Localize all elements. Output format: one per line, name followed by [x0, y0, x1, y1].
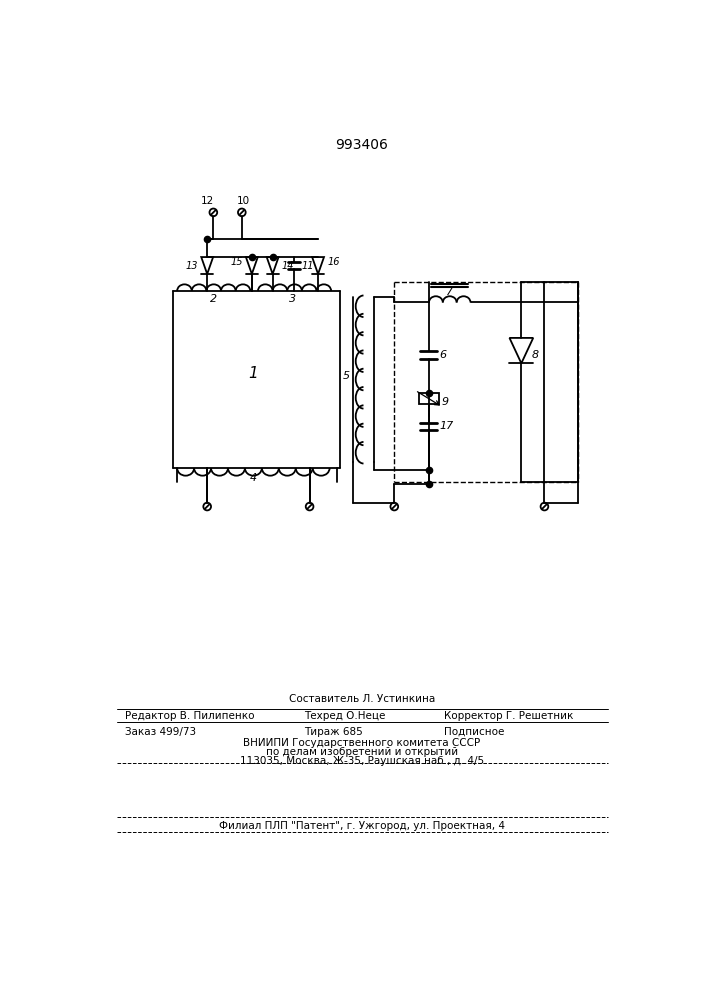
Text: Техред О.Неце: Техред О.Неце [304, 711, 385, 721]
Text: 4: 4 [250, 473, 257, 483]
Text: 2: 2 [210, 294, 217, 304]
Text: 12: 12 [201, 196, 214, 206]
Text: 13: 13 [185, 261, 198, 271]
Text: Филиал ПЛП "Патент", г. Ужгород, ул. Проектная, 4: Филиал ПЛП "Патент", г. Ужгород, ул. Про… [219, 821, 505, 831]
Text: Составитель Л. Устинкина: Составитель Л. Устинкина [289, 694, 435, 704]
Text: Корректор Г. Решетник: Корректор Г. Решетник [444, 711, 573, 721]
Text: 11: 11 [302, 261, 315, 271]
Text: 14: 14 [282, 261, 294, 271]
Text: 993406: 993406 [336, 138, 388, 152]
Text: ВНИИПИ Государственного комитета СССР: ВНИИПИ Государственного комитета СССР [243, 738, 481, 748]
Text: 8: 8 [532, 350, 539, 360]
Text: 1: 1 [248, 366, 258, 381]
Text: 9: 9 [441, 397, 448, 407]
Text: 3: 3 [289, 294, 297, 304]
Text: Редактор В. Пилипенко: Редактор В. Пилипенко [125, 711, 255, 721]
Text: 113035, Москва, Ж-35, Раушская наб., д. 4/5: 113035, Москва, Ж-35, Раушская наб., д. … [240, 756, 484, 766]
Text: Подписное: Подписное [444, 727, 505, 737]
Text: 15: 15 [231, 257, 243, 267]
Text: Тираж 685: Тираж 685 [304, 727, 363, 737]
Text: Заказ 499/73: Заказ 499/73 [125, 727, 196, 737]
Text: по делам изобретений и открытий: по делам изобретений и открытий [266, 747, 458, 757]
Text: 5: 5 [343, 371, 350, 381]
Text: 16: 16 [327, 257, 340, 267]
Text: 6: 6 [440, 350, 447, 360]
Bar [419, 393, 439, 404]
Text: 17: 17 [440, 421, 454, 431]
Text: 10: 10 [237, 196, 250, 206]
Text: 7: 7 [446, 287, 453, 297]
